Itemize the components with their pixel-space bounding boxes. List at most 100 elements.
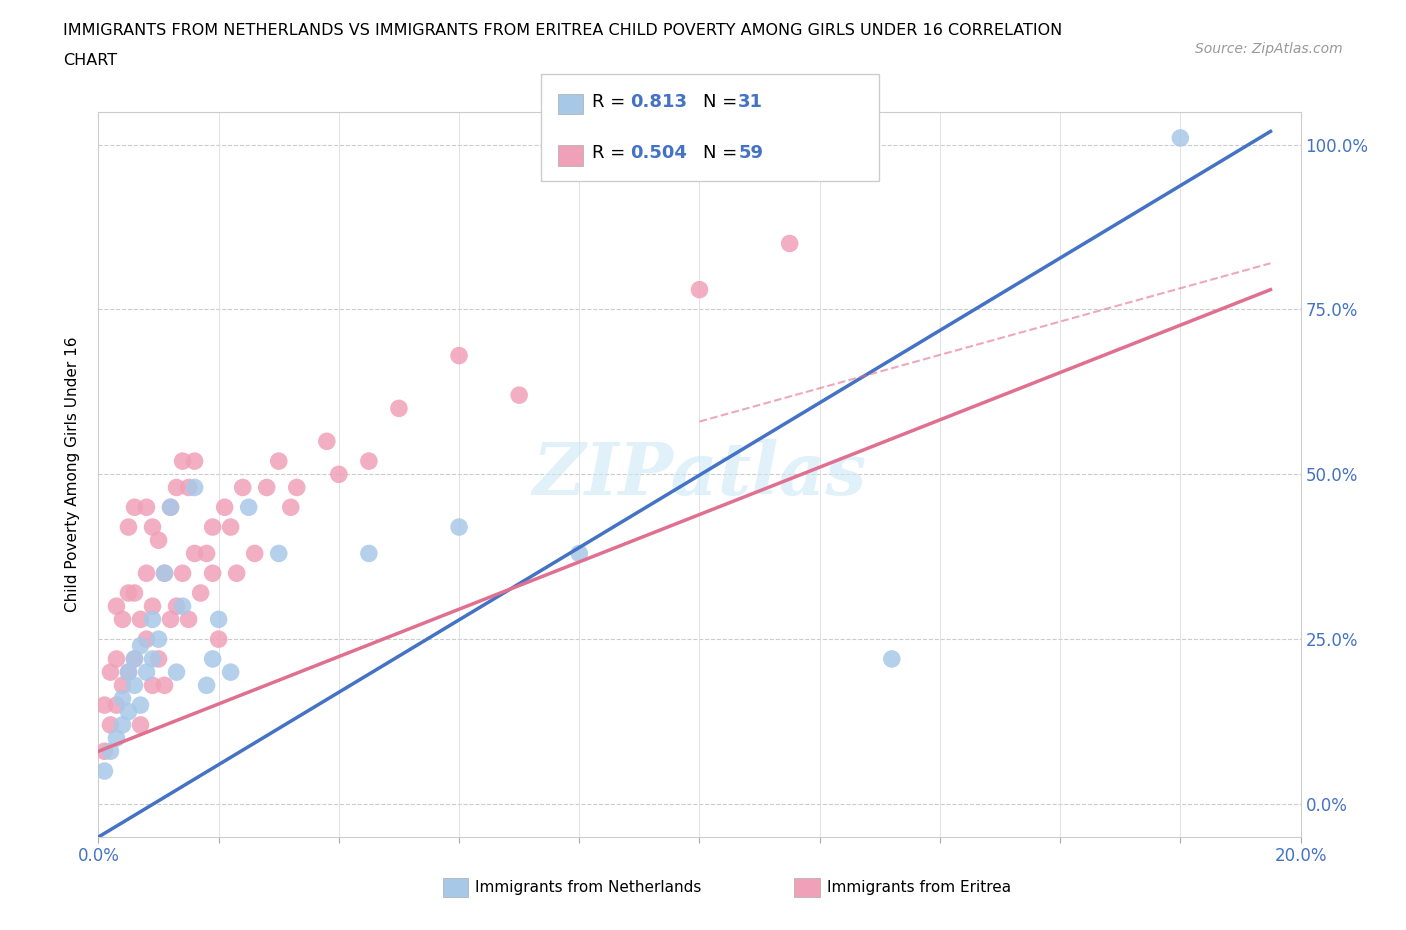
Point xyxy=(267,546,290,561)
Point xyxy=(214,499,236,514)
Point xyxy=(328,467,350,482)
Point xyxy=(219,665,242,680)
Point xyxy=(117,586,139,601)
Text: 31: 31 xyxy=(738,93,763,112)
Point xyxy=(153,678,176,693)
Text: R =: R = xyxy=(592,144,631,163)
Point xyxy=(568,546,591,561)
Point xyxy=(219,520,242,535)
Point xyxy=(225,565,247,580)
Point xyxy=(388,401,411,416)
Point xyxy=(166,599,188,614)
Point xyxy=(105,652,128,667)
Point xyxy=(135,665,157,680)
Text: Immigrants from Eritrea: Immigrants from Eritrea xyxy=(827,880,1011,895)
Point xyxy=(183,454,205,469)
Point xyxy=(124,499,146,514)
Point xyxy=(880,652,903,667)
Point xyxy=(166,480,188,495)
Point xyxy=(141,678,163,693)
Point xyxy=(100,665,122,680)
Text: 0.813: 0.813 xyxy=(630,93,688,112)
Point xyxy=(117,665,139,680)
Point xyxy=(135,565,157,580)
Text: CHART: CHART xyxy=(63,53,117,68)
Point xyxy=(111,691,134,706)
Point xyxy=(105,698,128,712)
Point xyxy=(117,665,139,680)
Point xyxy=(183,546,205,561)
Point xyxy=(153,565,176,580)
Point xyxy=(689,282,711,297)
Point xyxy=(141,612,163,627)
Point xyxy=(357,546,380,561)
Point xyxy=(117,704,139,719)
Point xyxy=(201,652,224,667)
Point xyxy=(177,480,200,495)
Point xyxy=(105,599,128,614)
Point xyxy=(159,612,181,627)
Point xyxy=(280,499,302,514)
Point xyxy=(177,612,200,627)
Point xyxy=(105,731,128,746)
Point xyxy=(129,612,152,627)
Point xyxy=(447,520,470,535)
Point xyxy=(201,520,224,535)
Text: 59: 59 xyxy=(738,144,763,163)
Point xyxy=(124,652,146,667)
Point xyxy=(172,454,194,469)
Point xyxy=(100,717,122,732)
Point xyxy=(148,631,170,646)
Point xyxy=(172,565,194,580)
Text: R =: R = xyxy=(592,93,631,112)
Point xyxy=(208,631,231,646)
Point xyxy=(285,480,308,495)
Point xyxy=(238,499,260,514)
Point xyxy=(243,546,266,561)
Point xyxy=(148,652,170,667)
Text: N =: N = xyxy=(703,144,742,163)
Point xyxy=(129,717,152,732)
Point xyxy=(153,565,176,580)
Point xyxy=(447,348,470,363)
Point xyxy=(124,678,146,693)
Point xyxy=(159,499,181,514)
Point xyxy=(267,454,290,469)
Point xyxy=(129,698,152,712)
Point xyxy=(111,678,134,693)
Point xyxy=(124,652,146,667)
Text: 0.504: 0.504 xyxy=(630,144,686,163)
Point xyxy=(148,533,170,548)
Point xyxy=(141,520,163,535)
Point xyxy=(172,599,194,614)
Text: ZIPatlas: ZIPatlas xyxy=(533,439,866,510)
Point xyxy=(315,434,337,449)
Point xyxy=(111,612,134,627)
Point xyxy=(166,665,188,680)
Point xyxy=(93,744,115,759)
Point xyxy=(124,586,146,601)
Point xyxy=(141,652,163,667)
Point xyxy=(135,631,157,646)
Point xyxy=(208,612,231,627)
Point xyxy=(190,586,212,601)
Point xyxy=(159,499,181,514)
Y-axis label: Child Poverty Among Girls Under 16: Child Poverty Among Girls Under 16 xyxy=(65,337,80,612)
Point xyxy=(183,480,205,495)
Point xyxy=(111,717,134,732)
Point xyxy=(201,565,224,580)
Text: N =: N = xyxy=(703,93,742,112)
Point xyxy=(93,764,115,778)
Text: Source: ZipAtlas.com: Source: ZipAtlas.com xyxy=(1195,42,1343,56)
Point xyxy=(135,499,157,514)
Point xyxy=(100,744,122,759)
Point xyxy=(141,599,163,614)
Point xyxy=(117,520,139,535)
Text: IMMIGRANTS FROM NETHERLANDS VS IMMIGRANTS FROM ERITREA CHILD POVERTY AMONG GIRLS: IMMIGRANTS FROM NETHERLANDS VS IMMIGRANT… xyxy=(63,23,1063,38)
Point xyxy=(779,236,801,251)
Point xyxy=(232,480,254,495)
Point xyxy=(1170,130,1192,145)
Point xyxy=(357,454,380,469)
Point xyxy=(256,480,278,495)
Text: Immigrants from Netherlands: Immigrants from Netherlands xyxy=(475,880,702,895)
